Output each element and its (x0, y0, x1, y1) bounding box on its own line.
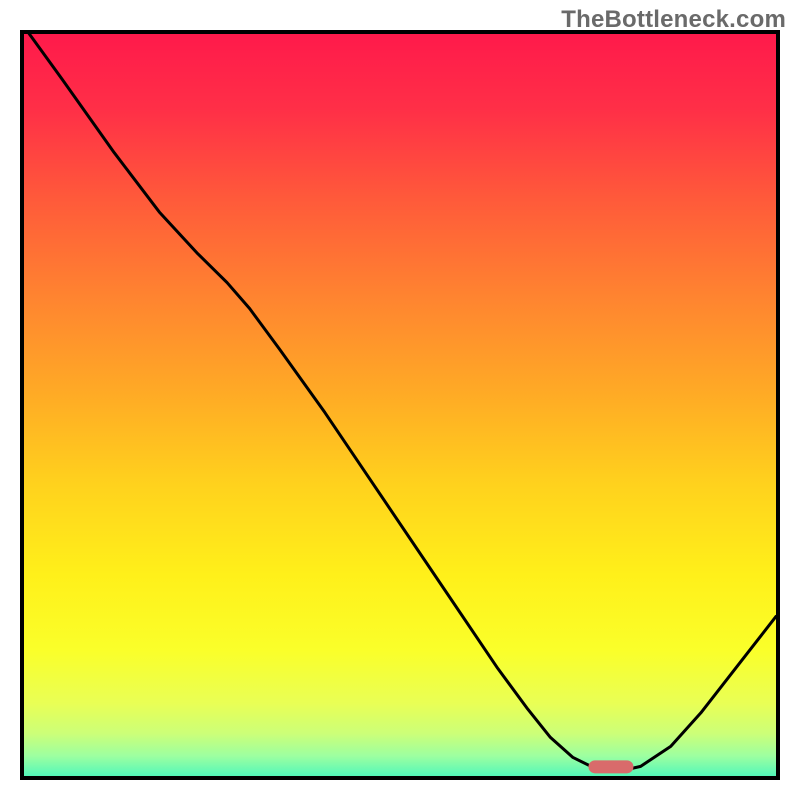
plot-area (20, 30, 780, 780)
optimum-marker (588, 760, 633, 773)
bottleneck-curve (24, 34, 776, 776)
curve-polyline (24, 34, 776, 772)
chart-frame: TheBottleneck.com (0, 0, 800, 800)
